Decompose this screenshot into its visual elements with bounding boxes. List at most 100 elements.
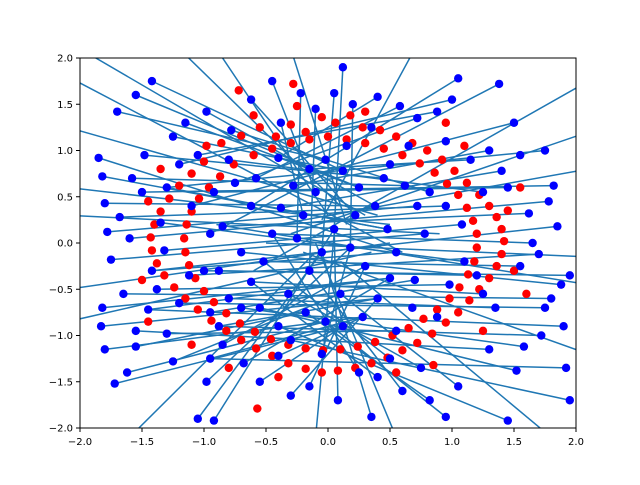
blue-point — [115, 212, 124, 222]
blue-point — [338, 166, 348, 176]
red-point — [465, 296, 474, 305]
blue-point — [367, 412, 376, 422]
red-point — [274, 372, 283, 382]
blue-point — [311, 104, 320, 114]
red-point — [144, 317, 153, 326]
blue-point — [286, 335, 295, 345]
segment-line — [216, 223, 576, 284]
blue-point — [268, 229, 277, 238]
segment-line — [308, 270, 403, 392]
blue-point — [379, 174, 388, 183]
blue-point — [367, 123, 376, 132]
blue-point — [305, 266, 314, 275]
segment-line — [80, 242, 391, 289]
red-point — [156, 207, 165, 216]
blue-point — [420, 229, 429, 238]
red-point — [503, 206, 512, 215]
blue-point — [131, 326, 140, 336]
segment-line — [280, 170, 502, 209]
red-point — [249, 111, 258, 120]
blue-point — [460, 257, 469, 266]
blue-point — [553, 222, 562, 231]
red-point — [455, 283, 464, 292]
segment-line — [278, 170, 576, 226]
blue-point — [441, 412, 450, 422]
blue-point — [485, 146, 494, 155]
blue-point — [98, 172, 107, 181]
blue-point — [296, 88, 305, 98]
red-point — [367, 359, 376, 368]
blue-point — [509, 118, 519, 127]
blue-point — [547, 294, 556, 303]
blue-point — [494, 79, 504, 89]
segment-line — [292, 58, 348, 225]
blue-point — [199, 266, 209, 275]
red-point — [358, 123, 367, 132]
segment-line — [280, 122, 304, 216]
blue-point — [131, 90, 140, 100]
blue-point — [162, 329, 171, 338]
segment-line — [259, 325, 344, 383]
segment-line — [126, 320, 326, 374]
red-point — [284, 359, 293, 368]
blue-point — [348, 100, 357, 109]
red-point — [375, 125, 385, 135]
blue-point — [432, 312, 442, 322]
red-point — [472, 243, 481, 252]
blue-point — [561, 363, 571, 373]
red-point — [289, 79, 298, 89]
red-point — [301, 127, 310, 137]
red-point — [423, 146, 432, 155]
blue-point — [214, 322, 224, 331]
blue-point — [276, 118, 286, 127]
red-point — [160, 271, 169, 280]
y-tick-label: −1.5 — [49, 377, 73, 388]
blue-point — [395, 101, 405, 111]
blue-point — [214, 266, 224, 275]
red-point — [182, 220, 191, 229]
red-point — [237, 335, 246, 345]
blue-point — [503, 183, 512, 192]
blue-point — [385, 354, 395, 363]
blue-point — [447, 95, 457, 104]
segment-line — [148, 308, 564, 327]
red-point — [175, 181, 184, 190]
segment-line — [148, 277, 391, 311]
red-point — [271, 132, 281, 141]
red-point — [427, 329, 437, 338]
red-point — [268, 351, 277, 361]
y-tick-label: 1.0 — [57, 146, 73, 157]
blue-point — [144, 305, 153, 314]
red-point — [250, 327, 260, 336]
red-point — [429, 360, 438, 370]
blue-point — [544, 197, 553, 206]
x-tick-label: 2.0 — [568, 437, 584, 448]
blue-point — [274, 322, 283, 331]
blue-point — [137, 187, 147, 197]
blue-point — [230, 178, 240, 188]
y-tick-label: 1.5 — [57, 100, 73, 111]
blue-point — [373, 92, 382, 102]
segment-line — [110, 233, 425, 261]
blue-point — [425, 187, 434, 197]
segment-line — [210, 316, 363, 360]
blue-point — [425, 396, 434, 405]
y-tick-label: 0.5 — [57, 192, 73, 203]
blue-point — [317, 349, 326, 359]
segment-line — [251, 281, 484, 295]
segment-line — [308, 265, 366, 387]
y-tick-label: −0.5 — [49, 285, 73, 296]
red-point — [342, 135, 351, 144]
red-point — [144, 197, 153, 206]
red-point — [156, 164, 165, 174]
segment-line — [94, 58, 366, 216]
blue-point — [565, 396, 574, 405]
segment-line — [241, 251, 562, 286]
blue-point — [206, 229, 215, 238]
red-point — [509, 266, 519, 275]
red-point — [454, 190, 463, 200]
blue-point — [103, 227, 112, 237]
red-point — [305, 135, 314, 144]
blue-point — [152, 285, 162, 294]
red-point — [207, 316, 216, 325]
